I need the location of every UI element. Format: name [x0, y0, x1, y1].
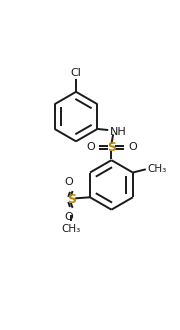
Text: NH: NH	[110, 127, 127, 137]
Text: O: O	[64, 177, 73, 186]
Text: O: O	[64, 212, 73, 222]
Text: O: O	[86, 142, 95, 152]
Text: Cl: Cl	[71, 68, 81, 78]
Text: O: O	[128, 142, 137, 152]
Text: CH₃: CH₃	[61, 224, 80, 234]
Text: CH₃: CH₃	[147, 164, 166, 174]
Text: S: S	[107, 141, 116, 154]
Text: S: S	[67, 193, 76, 206]
